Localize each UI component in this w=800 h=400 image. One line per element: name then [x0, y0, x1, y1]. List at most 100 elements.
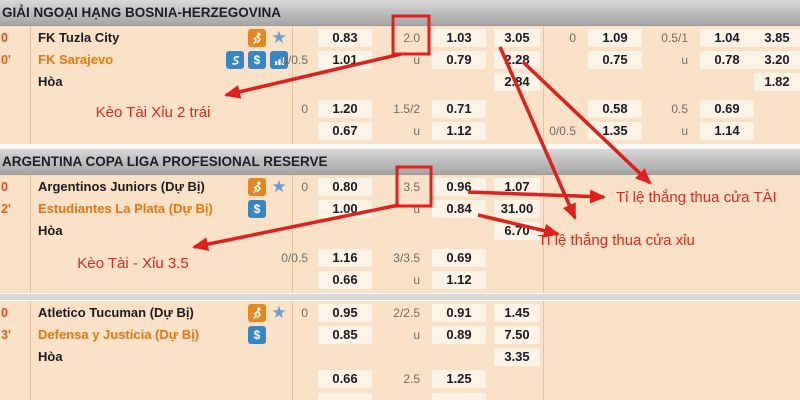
column-divider: [30, 26, 31, 144]
league-title: ARGENTINA COPA LIGA PROFESIONAL RESERVE: [2, 154, 328, 169]
ou-line-label: 3/3.5: [393, 251, 420, 265]
odds-cell[interactable]: 1.20: [318, 100, 372, 118]
odds-cell[interactable]: 0.71: [432, 100, 486, 118]
star-icon[interactable]: ★: [271, 303, 287, 322]
handicap-label: 0: [301, 180, 308, 194]
odds-cell[interactable]: 0.80: [318, 178, 372, 196]
odds-row: Hòa 3.35: [0, 347, 800, 367]
team-name: Argentinos Juniors (Dự Bị): [38, 179, 205, 194]
ou-line-label: 0.5/1: [661, 31, 688, 45]
odds-cell[interactable]: 1.12: [432, 271, 486, 289]
team-name: Estudiantes La Plata (Dự Bị): [38, 201, 213, 216]
x12-odds-cell[interactable]: 3.85: [754, 29, 800, 47]
team-icons: ★: [248, 304, 288, 322]
annotation-over-odds: Tỉ lệ thắng thua cửa TÀI: [616, 189, 777, 206]
odds-row: 0' FK Sarajevo $0/0.5 1.01 u 0.79 2.28 0.75 u 0.7…: [0, 50, 800, 70]
odds-cell[interactable]: 0.79: [432, 51, 486, 69]
handicap-label: [260, 393, 314, 400]
star-icon[interactable]: ★: [271, 177, 287, 196]
odds-cell[interactable]: 1.09: [588, 29, 642, 47]
odds-row: 0.66 2.5 1.25: [0, 369, 800, 389]
ou-line-label: 2.5: [403, 372, 420, 386]
odds-cell[interactable]: 1.12: [432, 122, 486, 140]
team-name: Defensa y Justicia (Dự Bị): [38, 327, 200, 342]
odds-cell[interactable]: 1.04: [700, 29, 754, 47]
handicap-label: 0/0.5: [281, 251, 308, 265]
odds-cell[interactable]: 0.78: [700, 51, 754, 69]
odds-cell[interactable]: 0.96: [432, 178, 486, 196]
ou-line-label: u: [413, 53, 420, 67]
x12-odds-cell[interactable]: 2.84: [494, 73, 540, 91]
match-time: 0: [1, 180, 8, 194]
odds-cell[interactable]: 0.84: [432, 200, 486, 218]
handicap-label: 0: [301, 306, 308, 320]
x12-odds-cell[interactable]: 2.28: [494, 51, 540, 69]
x12-odds-cell[interactable]: 1.45: [494, 304, 540, 322]
odds-cell[interactable]: 0.85: [318, 326, 372, 344]
x12-odds-cell[interactable]: 7.50: [494, 326, 540, 344]
ou-line-label: 2/2.5: [393, 306, 420, 320]
odds-cell[interactable]: 0.58: [588, 100, 642, 118]
odds-cell[interactable]: 0.69: [432, 249, 486, 267]
ou-line-label: 2.0: [403, 31, 420, 45]
match-section: 0 Atletico Tucuman (Dự Bị) ★ 0 0.95 2/2.5 0.91…: [0, 301, 800, 400]
dollar-icon[interactable]: $: [248, 326, 266, 344]
odds-cell[interactable]: 1.00: [318, 200, 372, 218]
team-icons: $: [248, 326, 266, 344]
x12-odds-cell[interactable]: 3.35: [494, 348, 540, 366]
handicap-label: 0: [569, 31, 576, 45]
odds-cell[interactable]: 0.83: [318, 29, 372, 47]
odds-cell[interactable]: 0.69: [700, 100, 754, 118]
player-icon[interactable]: [248, 29, 266, 47]
column-divider: [30, 301, 31, 400]
odds-cell[interactable]: 1.14: [700, 122, 754, 140]
odds-cell[interactable]: 1.25: [432, 370, 486, 388]
x12-odds-cell[interactable]: 6.70: [494, 222, 540, 240]
x12-odds-cell[interactable]: 31.00: [494, 200, 540, 218]
match-time: 0: [1, 306, 8, 320]
team-icons: ★: [248, 178, 288, 196]
odds-cell[interactable]: 0.91: [432, 304, 486, 322]
league-header-argentina: ARGENTINA COPA LIGA PROFESIONAL RESERVE: [0, 149, 800, 175]
odds-cell[interactable]: 0.67: [318, 122, 372, 140]
match-divider: [0, 293, 800, 301]
ou-line-label: 0.5: [671, 102, 688, 116]
league-header-bosnia: GIẢI NGOẠI HẠNG BOSNIA-HERZEGOVINA: [0, 0, 800, 26]
stream-icon[interactable]: [226, 51, 244, 69]
x12-odds-cell[interactable]: 1.07: [494, 178, 540, 196]
odds-cell[interactable]: 1.35: [588, 122, 642, 140]
match-time: 0: [1, 31, 8, 45]
odds-cell[interactable]: 0.95: [318, 304, 372, 322]
ou-line-label: u: [413, 202, 420, 216]
ou-line-label: u: [413, 124, 420, 138]
handicap-label: 0/0.5: [281, 53, 308, 67]
odds-cell[interactable]: 0.89: [432, 326, 486, 344]
league-title: GIẢI NGOẠI HẠNG BOSNIA-HERZEGOVINA: [2, 5, 282, 20]
odds-cell[interactable]: 0.66: [318, 271, 372, 289]
ou-line-label: u: [681, 53, 688, 67]
odds-cell[interactable]: 1.03: [432, 29, 486, 47]
odds-row: 0.66 u 1.12: [0, 270, 800, 290]
player-icon[interactable]: [248, 178, 266, 196]
match-section: 0 Argentinos Juniors (Dự Bị) ★ 0 0.80 3.5 0.96…: [0, 175, 800, 293]
x12-odds-cell[interactable]: 3.05: [494, 29, 540, 47]
draw-label: Hòa: [38, 74, 63, 89]
annotation-over-under-2: Kèo Tài Xỉu 2 trái: [95, 104, 211, 121]
odds-cell[interactable]: [318, 393, 372, 400]
odds-cell[interactable]: 0.66: [318, 370, 372, 388]
odds-cell[interactable]: 1.16: [318, 249, 372, 267]
odds-cell[interactable]: [432, 393, 486, 400]
x12-odds-cell[interactable]: 3.20: [754, 51, 800, 69]
odds-cell[interactable]: 0.75: [588, 51, 642, 69]
x12-odds-cell[interactable]: 1.82: [754, 73, 800, 91]
ou-line-label: 1.5/2: [393, 102, 420, 116]
player-icon[interactable]: [248, 304, 266, 322]
star-icon[interactable]: ★: [271, 28, 287, 47]
ou-line-label: 3.5: [403, 180, 420, 194]
odds-cell[interactable]: 1.01: [318, 51, 372, 69]
odds-row: 0 FK Tuzla City ★ 0.83 2.0 1.03 3.05 0 1.09 0.5/1…: [0, 28, 800, 48]
ou-line-label: u: [413, 273, 420, 287]
dollar-icon[interactable]: $: [248, 200, 266, 218]
ou-line-label: u: [413, 328, 420, 342]
draw-label: Hòa: [38, 349, 63, 364]
